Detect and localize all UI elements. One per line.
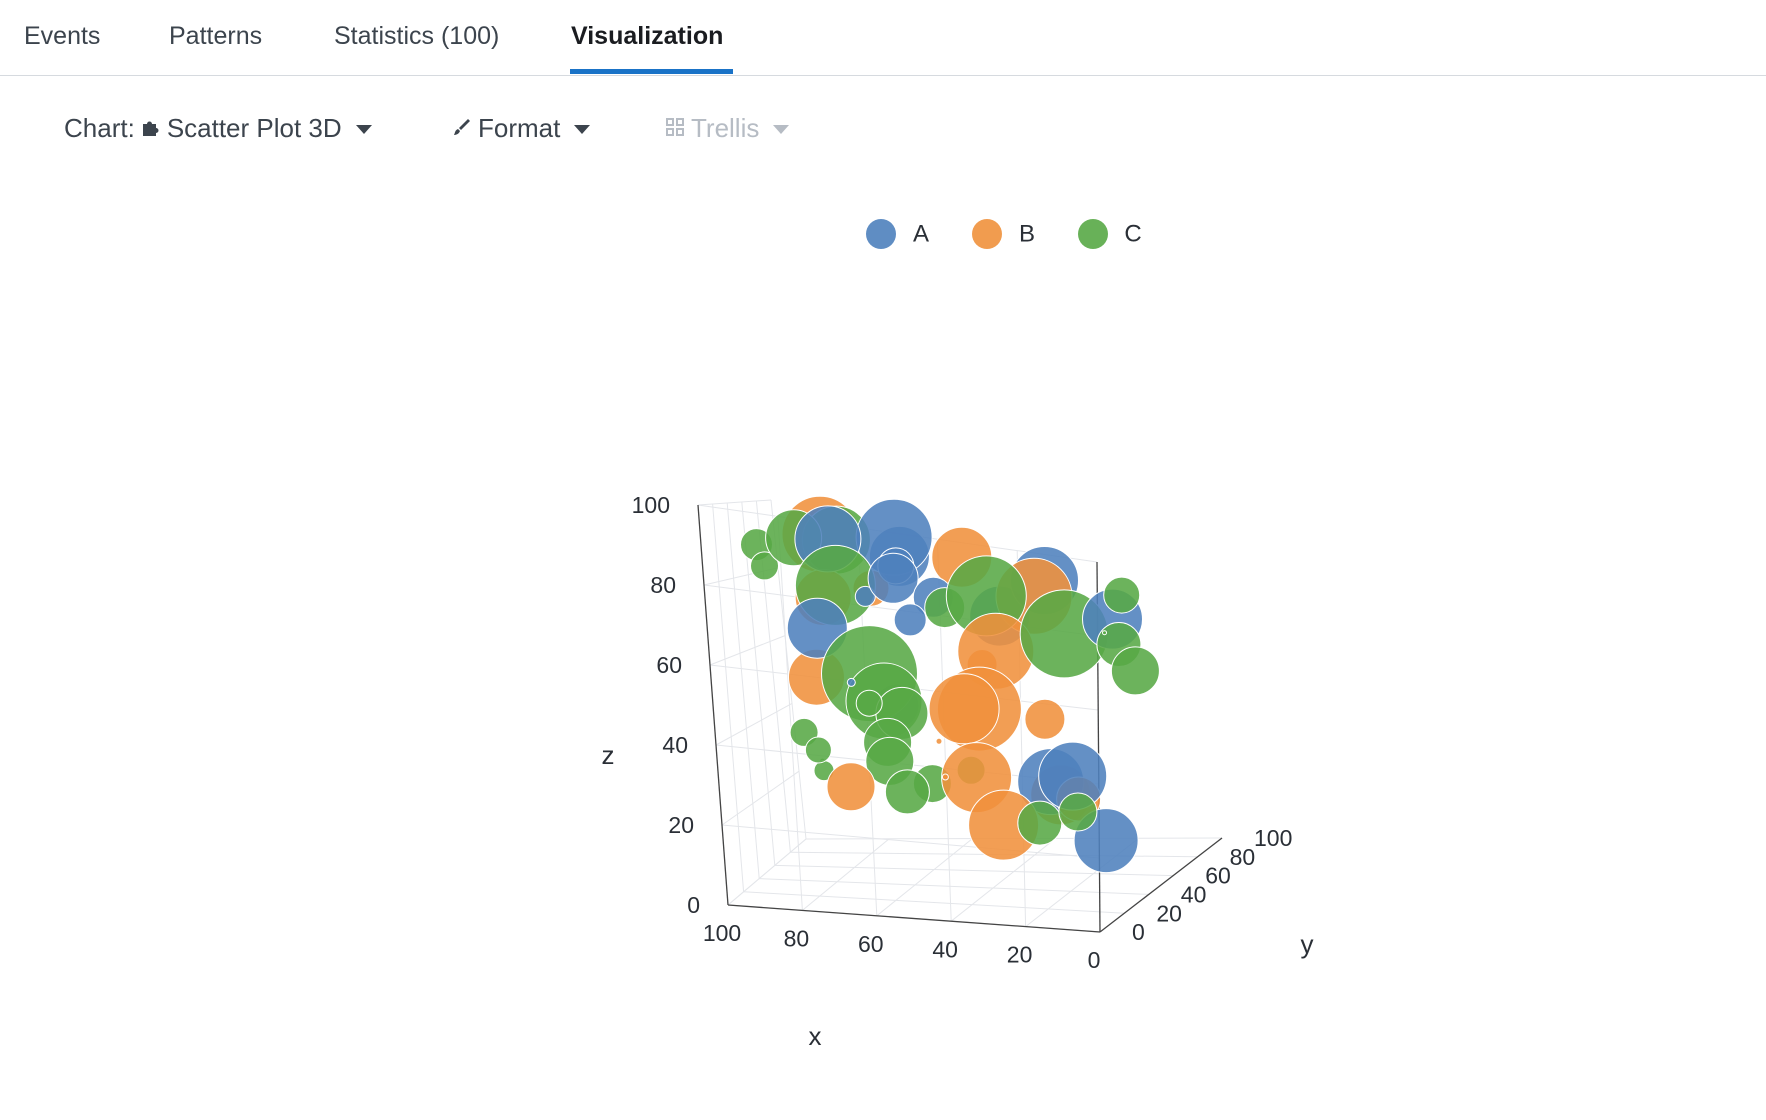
- data-point-C[interactable]: [855, 689, 883, 717]
- data-points: [740, 495, 1160, 874]
- gridline: [715, 702, 793, 746]
- format-dropdown[interactable]: Format: [452, 109, 591, 147]
- data-point-A[interactable]: [867, 552, 919, 604]
- gridline: [777, 516, 803, 911]
- tab-events[interactable]: Events: [24, 22, 101, 50]
- data-point-C[interactable]: [1103, 576, 1141, 614]
- y-axis-line: [1099, 837, 1223, 933]
- x-axis-title: x: [809, 1021, 822, 1051]
- legend-marker-B[interactable]: [972, 219, 1002, 249]
- gridline: [721, 824, 1100, 859]
- legend: A B C: [866, 219, 1142, 249]
- gridline: [726, 502, 760, 879]
- data-point-C[interactable]: [1110, 646, 1160, 696]
- gridline: [876, 838, 973, 917]
- gridline: [950, 838, 1056, 922]
- y-tick-label: 100: [1254, 825, 1292, 851]
- chart-type-value: Scatter Plot 3D: [166, 113, 342, 143]
- x-tick-label: 100: [703, 920, 741, 946]
- data-point-C[interactable]: [1017, 800, 1063, 846]
- gridline: [759, 878, 1149, 895]
- data-point-A[interactable]: [893, 603, 927, 637]
- legend-label-C[interactable]: C: [1124, 220, 1141, 247]
- data-point-C[interactable]: [1102, 630, 1107, 636]
- gridline: [743, 891, 1125, 914]
- x-axis-line: [727, 904, 1101, 933]
- data-point-C[interactable]: [1058, 792, 1098, 832]
- z-tick-label: 0: [687, 892, 700, 918]
- z-tick-label: 40: [662, 732, 688, 758]
- tab-visualization[interactable]: Visualization: [571, 22, 724, 50]
- legend-marker-A[interactable]: [866, 219, 896, 249]
- trellis-dropdown: Trellis: [665, 109, 790, 147]
- data-point-B[interactable]: [1024, 698, 1066, 740]
- tab-patterns[interactable]: Patterns: [169, 22, 263, 50]
- data-point-B[interactable]: [935, 737, 943, 745]
- gridline: [709, 635, 786, 666]
- data-point-B[interactable]: [928, 673, 1000, 745]
- y-tick-label: 0: [1132, 919, 1145, 945]
- z-tick-label: 100: [632, 492, 670, 518]
- chart-label: Chart:: [64, 113, 135, 143]
- data-point-C[interactable]: [804, 736, 832, 764]
- data-point-C[interactable]: [884, 769, 930, 815]
- legend-label-A[interactable]: A: [913, 220, 929, 247]
- tab-bar: Events Patterns Statistics (100) Visuali…: [0, 0, 1766, 76]
- x-tick-label: 40: [932, 936, 958, 962]
- puzzle-icon: [141, 109, 161, 147]
- gridline: [727, 838, 807, 906]
- gridline: [697, 499, 772, 506]
- y-tick-label: 20: [1156, 900, 1182, 926]
- chevron-down-icon: [574, 124, 591, 134]
- z-tick-label: 20: [668, 812, 694, 838]
- z-tick-label: 80: [650, 572, 676, 598]
- y-tick-label: 80: [1230, 844, 1256, 870]
- data-point-B[interactable]: [941, 773, 949, 781]
- brush-icon: [452, 109, 472, 147]
- data-point-C[interactable]: [750, 551, 779, 581]
- active-tab-indicator: [570, 69, 733, 74]
- y-tick-label: 40: [1181, 881, 1207, 907]
- data-point-B[interactable]: [826, 762, 876, 812]
- x-tick-label: 20: [1007, 942, 1033, 968]
- z-axis-title: z: [602, 740, 615, 770]
- legend-marker-C[interactable]: [1078, 219, 1108, 249]
- grid-icon: [665, 109, 685, 147]
- format-label: Format: [478, 113, 561, 143]
- gridline: [712, 503, 745, 892]
- chevron-down-icon: [773, 124, 790, 134]
- tab-statistics[interactable]: Statistics (100): [334, 22, 500, 50]
- legend-label-B[interactable]: B: [1019, 220, 1035, 247]
- x-tick-label: 80: [784, 925, 810, 951]
- x-tick-label: 0: [1088, 947, 1101, 973]
- gridline: [741, 501, 776, 866]
- y-tick-label: 60: [1205, 863, 1231, 889]
- x-tick-label: 60: [858, 931, 884, 957]
- chevron-down-icon: [355, 124, 372, 134]
- z-axis-line: [697, 504, 729, 906]
- data-point-A[interactable]: [846, 677, 856, 687]
- chart-type-dropdown[interactable]: Chart: Scatter Plot 3D: [64, 109, 372, 147]
- y-axis-title: y: [1301, 929, 1314, 959]
- gridline: [721, 770, 800, 826]
- trellis-label: Trellis: [691, 113, 760, 143]
- gridline: [802, 838, 890, 911]
- z-tick-label: 60: [656, 652, 682, 678]
- gridline: [774, 864, 1174, 877]
